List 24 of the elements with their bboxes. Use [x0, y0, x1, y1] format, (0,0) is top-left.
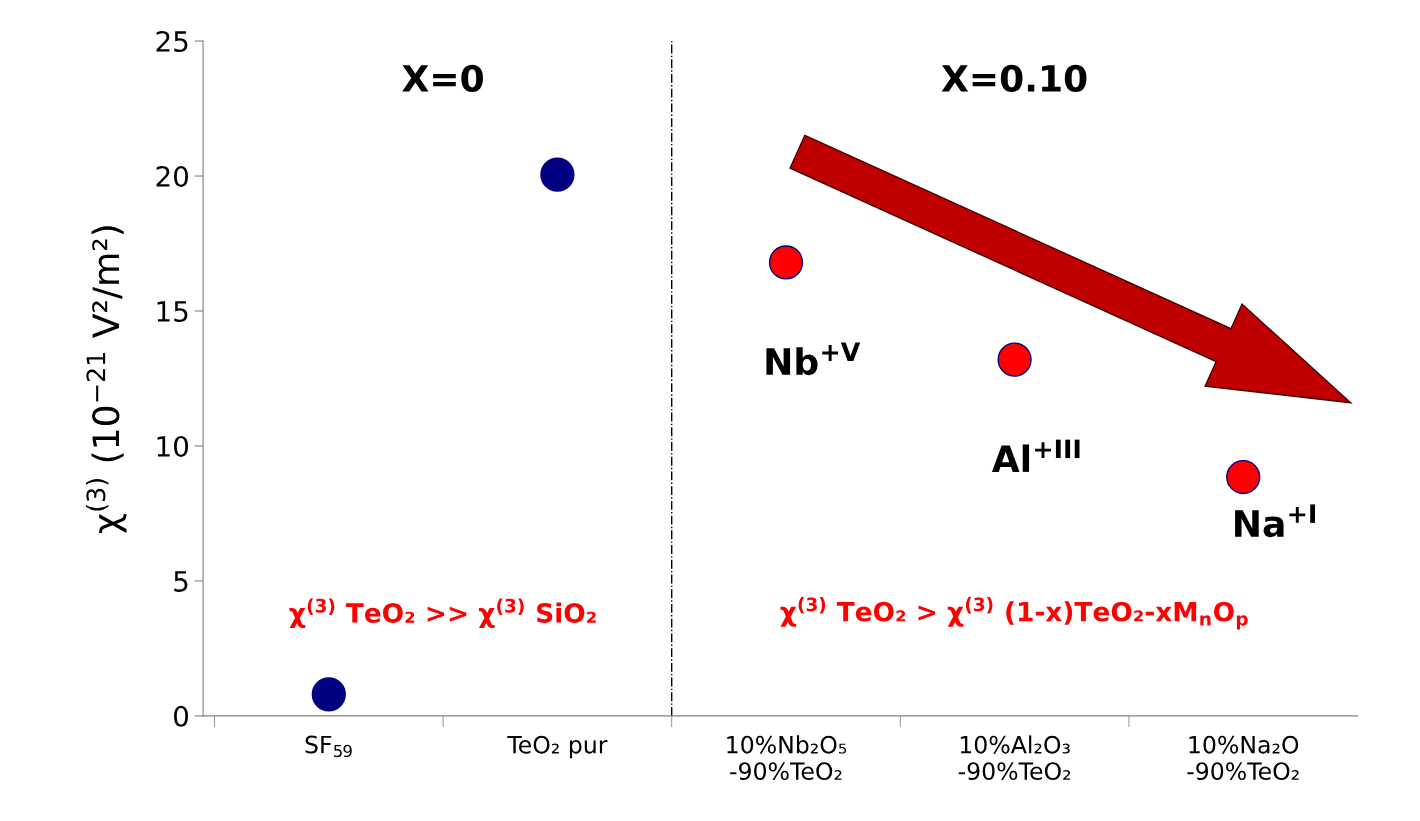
y-tick-label: 20 — [156, 165, 189, 187]
y-tick-label: 0 — [174, 705, 189, 727]
annotation: Al$^{+III}$ — [991, 439, 1080, 472]
annotation: X=0.10 — [941, 64, 1087, 93]
annotation: χ$^{(3)}$ TeO₂ > χ$^{(3)}$ (1-x)TeO₂-xM$_{n}$O$_{p}$ — [780, 597, 1248, 630]
annotation: χ$^{(3)}$ TeO₂ >> χ$^{(3)}$ SiO₂ — [289, 598, 596, 629]
annotation: Na$^{+I}$ — [1235, 504, 1315, 538]
point — [540, 157, 575, 192]
y-axis-title: χ$^{(3)}$ (10$^{−21}$ V²/m²) — [85, 226, 127, 533]
annotation: Nb$^{+V}$ — [766, 342, 861, 376]
y-tick-label: 10 — [157, 435, 189, 457]
y-tick-label: 5 — [174, 571, 188, 592]
y-tick-label: 15 — [157, 301, 188, 322]
x-tick-label: SF$_{59}$ — [305, 735, 352, 758]
x-tick-label: 10%Al₂O₃ -90%TeO₂ — [958, 735, 1071, 781]
annotation: X=0 — [402, 64, 483, 93]
x-tick-label: 10%Nb₂O₅ -90%TeO₂ — [727, 735, 847, 781]
x-tick-label: TeO₂ pur — [507, 735, 608, 759]
point — [768, 245, 804, 280]
x-tick-label: 10%Na₂O -90%TeO₂ — [1187, 735, 1299, 781]
point — [311, 677, 346, 712]
y-tick-label: 25 — [156, 30, 188, 52]
point — [1226, 459, 1261, 495]
point — [997, 342, 1032, 377]
